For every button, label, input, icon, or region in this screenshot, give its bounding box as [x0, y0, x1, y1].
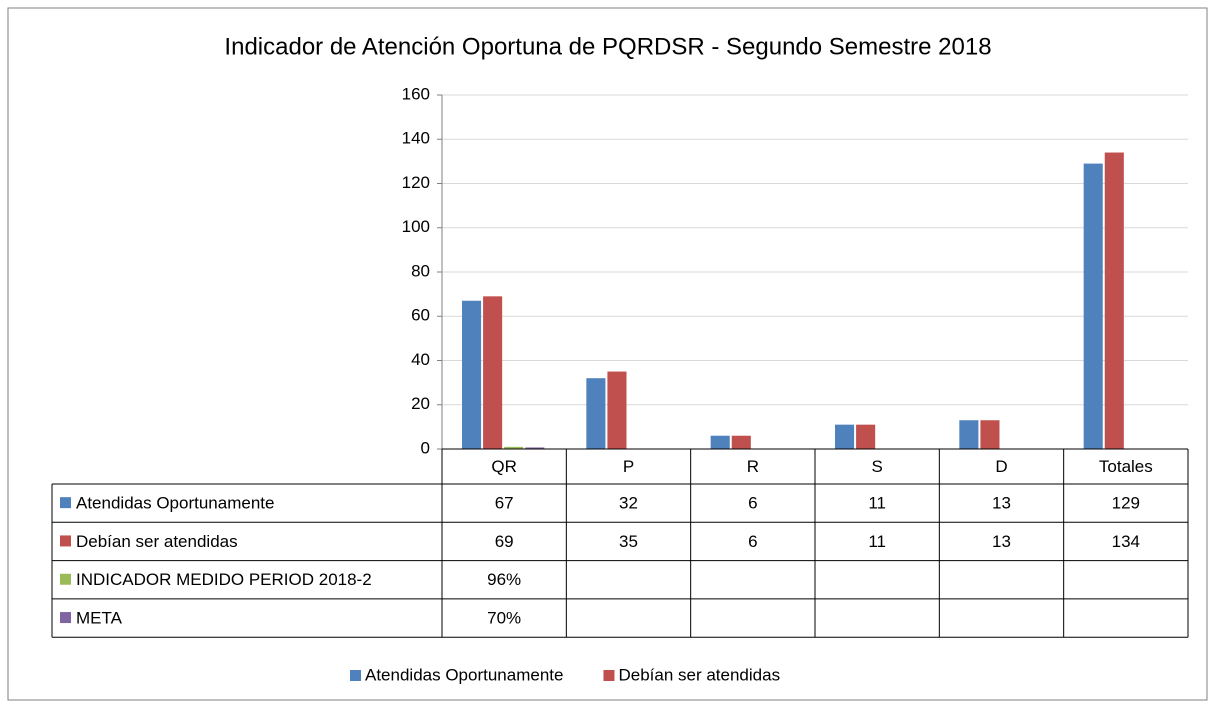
x-tick-label: P — [623, 457, 634, 476]
y-tick-label: 100 — [402, 217, 430, 236]
y-tick-label: 20 — [411, 394, 430, 413]
table-legend-key — [60, 497, 71, 509]
table-value: 11 — [868, 532, 886, 551]
x-tick-label: R — [747, 457, 759, 476]
table-value: 70% — [487, 609, 521, 628]
bar — [959, 420, 979, 449]
y-tick-label: 140 — [402, 129, 430, 148]
table-legend-key — [60, 612, 71, 624]
bar — [1083, 163, 1103, 449]
chart-title: Indicador de Atención Oportuna de PQRDSR… — [224, 33, 991, 60]
bar — [856, 424, 876, 449]
table-legend-key — [60, 535, 71, 547]
x-tick-label: QR — [491, 457, 517, 476]
table-row-label: META — [76, 609, 123, 628]
chart-frame — [7, 7, 1208, 701]
bar — [586, 378, 606, 449]
legend-label: Debían ser atendidas — [618, 665, 780, 684]
bar — [462, 300, 482, 449]
y-tick-label: 0 — [421, 438, 430, 457]
table-row-label: Debían ser atendidas — [76, 532, 238, 551]
y-tick-label: 80 — [411, 261, 430, 280]
y-tick-label: 60 — [411, 306, 430, 325]
table-legend-key — [60, 573, 71, 585]
table-value: 69 — [495, 532, 514, 551]
legend-key — [350, 670, 361, 681]
table-value: 13 — [992, 494, 1011, 513]
x-tick-label: S — [871, 457, 882, 476]
y-tick-label: 40 — [411, 350, 430, 369]
x-tick-label: D — [995, 457, 1007, 476]
legend-key — [603, 670, 615, 681]
table-value: 134 — [1112, 532, 1140, 551]
x-tick-label: Totales — [1099, 457, 1153, 476]
bar — [1104, 152, 1124, 449]
table-value: 35 — [619, 532, 638, 551]
table-row-label: INDICADOR MEDIDO PERIOD 2018-2 — [76, 570, 372, 589]
bar — [525, 447, 545, 449]
bar — [980, 420, 1000, 449]
legend-label: Atendidas Oportunamente — [365, 665, 563, 684]
table-value: 13 — [992, 532, 1011, 551]
y-tick-label: 160 — [402, 84, 430, 103]
table-value: 32 — [619, 494, 638, 513]
table-value: 6 — [748, 494, 757, 513]
bar — [731, 435, 751, 449]
bar — [483, 296, 503, 449]
table-value: 129 — [1112, 494, 1140, 513]
table-value: 67 — [495, 494, 514, 513]
table-value: 11 — [868, 494, 886, 513]
table-value: 96% — [487, 570, 521, 589]
bar — [607, 371, 627, 449]
bar — [504, 446, 524, 449]
table-value: 6 — [748, 532, 757, 551]
bar — [710, 435, 730, 449]
table-row-label: Atendidas Oportunamente — [76, 494, 274, 513]
y-tick-label: 120 — [402, 173, 430, 192]
bar — [835, 424, 855, 449]
